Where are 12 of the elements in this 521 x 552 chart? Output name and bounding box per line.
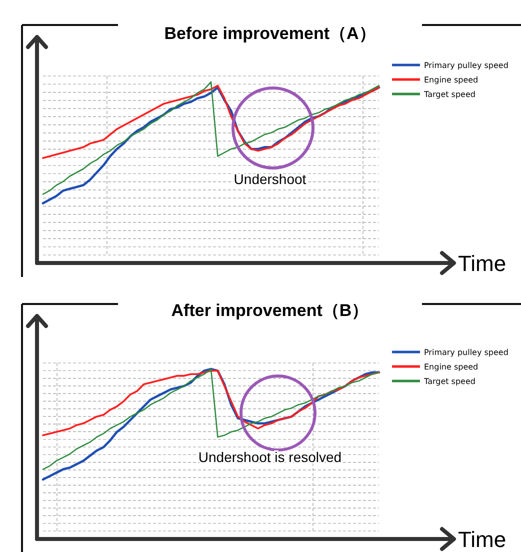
legend-label: Engine speed [424, 362, 478, 372]
x-axis-title: Time [458, 527, 506, 552]
chart-title: Before improvement（A） [164, 24, 376, 43]
annotation: Undershoot [234, 171, 306, 187]
legend-label: Target speed [423, 377, 476, 386]
legend-label: Engine speed [424, 76, 478, 84]
annotation: Undershoot is resolved [198, 449, 342, 465]
legend-label: Primary pulley speed [424, 348, 508, 357]
x-axis-title: Time [458, 251, 506, 276]
legend-label: Target speed [423, 90, 476, 99]
chart-title: After improvement（B） [171, 301, 369, 320]
legend-label: Primary pulley speed [424, 61, 508, 70]
